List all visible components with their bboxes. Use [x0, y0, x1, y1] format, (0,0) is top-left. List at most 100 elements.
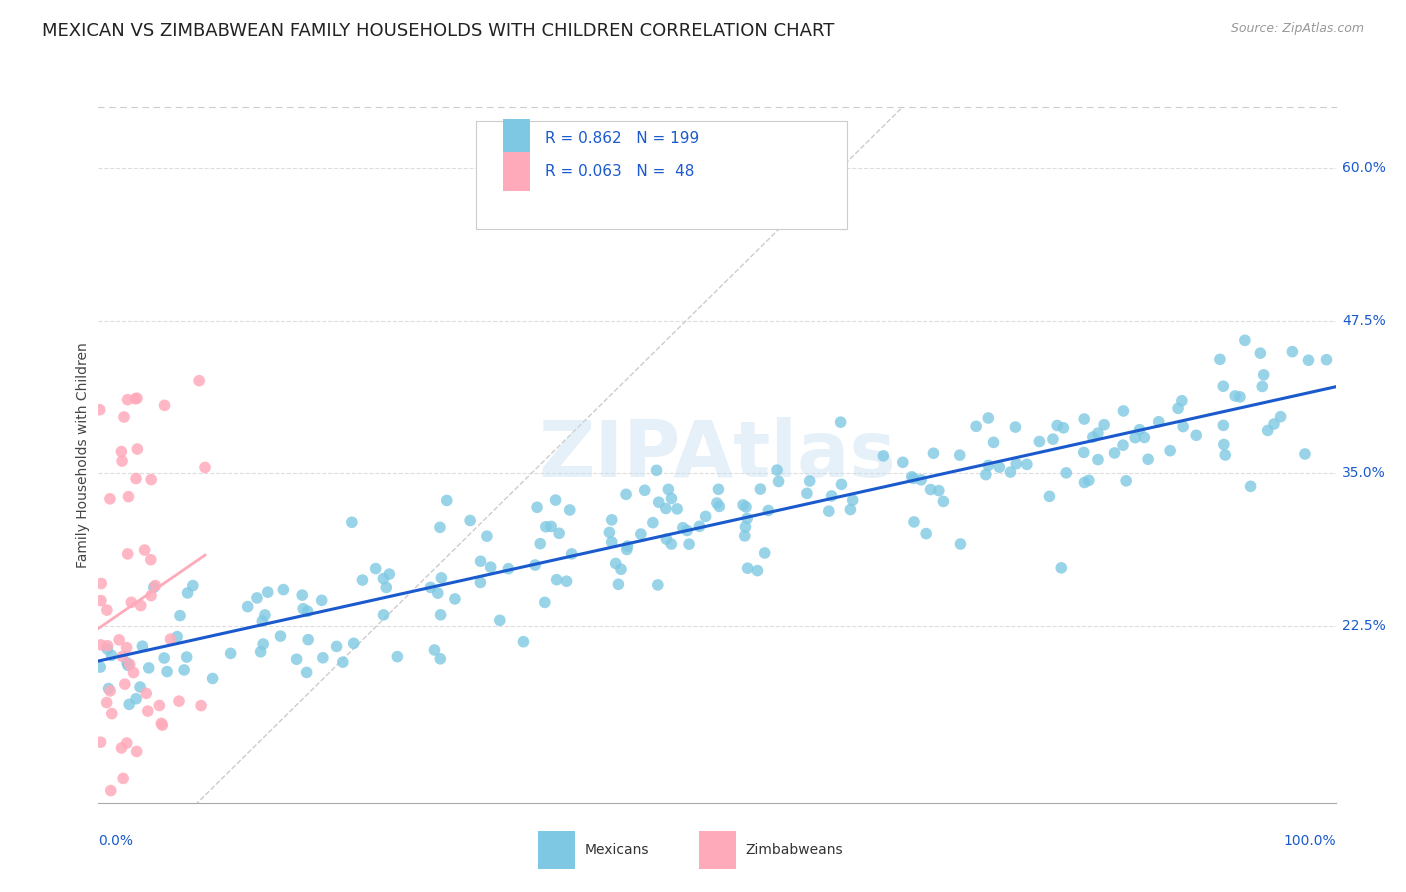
Point [540, 519, 562, 533]
Point [100, 783, 122, 797]
Point [1251, 379, 1274, 393]
Point [325, 640, 347, 654]
Point [273, 582, 295, 597]
Point [529, 536, 551, 550]
Point [153, 651, 176, 665]
Point [1123, 431, 1146, 445]
Point [747, 564, 769, 578]
Point [129, 599, 152, 613]
Text: Source: ZipAtlas.com: Source: ZipAtlas.com [1230, 22, 1364, 36]
Point [839, 502, 862, 516]
Point [872, 449, 894, 463]
Point [614, 487, 637, 501]
Point [709, 500, 731, 514]
Point [678, 537, 700, 551]
Point [1213, 448, 1236, 462]
Point [136, 704, 159, 718]
Point [659, 537, 682, 551]
Point [1263, 417, 1285, 431]
Point [1294, 447, 1316, 461]
Point [122, 665, 145, 680]
Point [1052, 421, 1074, 435]
Point [340, 516, 363, 530]
Point [607, 577, 630, 591]
Point [125, 471, 148, 485]
Point [1270, 409, 1292, 424]
Point [641, 516, 664, 530]
Point [194, 460, 217, 475]
Point [932, 494, 955, 508]
Point [297, 632, 319, 647]
Point [706, 496, 728, 510]
Point [90, 638, 112, 652]
Point [616, 542, 638, 557]
Point [1112, 438, 1135, 452]
Point [96, 641, 118, 656]
Point [1128, 423, 1150, 437]
Point [1073, 445, 1095, 459]
Point [169, 608, 191, 623]
Point [297, 604, 319, 618]
Point [1050, 561, 1073, 575]
Point [256, 585, 278, 599]
Point [1223, 389, 1246, 403]
Point [526, 500, 548, 515]
Point [269, 629, 291, 643]
Point [1298, 353, 1320, 368]
Point [610, 562, 633, 576]
Point [117, 547, 139, 561]
Point [901, 470, 924, 484]
Text: 0.0%: 0.0% [98, 834, 134, 848]
Point [977, 458, 1000, 473]
Point [488, 613, 510, 627]
Point [634, 483, 657, 498]
Point [766, 463, 789, 477]
Point [830, 415, 852, 429]
Point [1004, 420, 1026, 434]
Point [735, 511, 758, 525]
Point [470, 554, 492, 568]
Point [312, 650, 335, 665]
Point [1028, 434, 1050, 449]
Point [731, 498, 754, 512]
Point [475, 529, 498, 543]
Point [818, 504, 841, 518]
Text: R = 0.063   N =  48: R = 0.063 N = 48 [546, 164, 695, 179]
Point [1081, 430, 1104, 444]
Point [114, 677, 136, 691]
Y-axis label: Family Households with Children: Family Households with Children [76, 342, 90, 568]
Point [707, 483, 730, 497]
Point [734, 520, 756, 534]
Point [734, 529, 756, 543]
Point [101, 706, 124, 721]
Point [479, 560, 502, 574]
Point [1147, 415, 1170, 429]
Point [236, 599, 259, 614]
Point [799, 474, 821, 488]
Point [756, 503, 779, 517]
Point [605, 557, 627, 571]
Point [1209, 352, 1232, 367]
Point [138, 661, 160, 675]
Point [120, 595, 142, 609]
Point [89, 660, 111, 674]
Point [352, 573, 374, 587]
Point [561, 547, 583, 561]
Point [470, 575, 492, 590]
Point [903, 471, 925, 485]
Point [648, 495, 671, 509]
Point [115, 736, 138, 750]
Point [1092, 417, 1115, 432]
Point [112, 409, 135, 424]
Point [148, 698, 170, 713]
Point [90, 576, 112, 591]
Point [111, 649, 134, 664]
Point [378, 567, 401, 582]
Text: Zimbabweans: Zimbabweans [745, 843, 844, 857]
Point [512, 634, 534, 648]
Point [1137, 452, 1160, 467]
Point [419, 581, 441, 595]
Text: 22.5%: 22.5% [1341, 619, 1386, 632]
Point [949, 537, 972, 551]
Point [117, 392, 139, 407]
